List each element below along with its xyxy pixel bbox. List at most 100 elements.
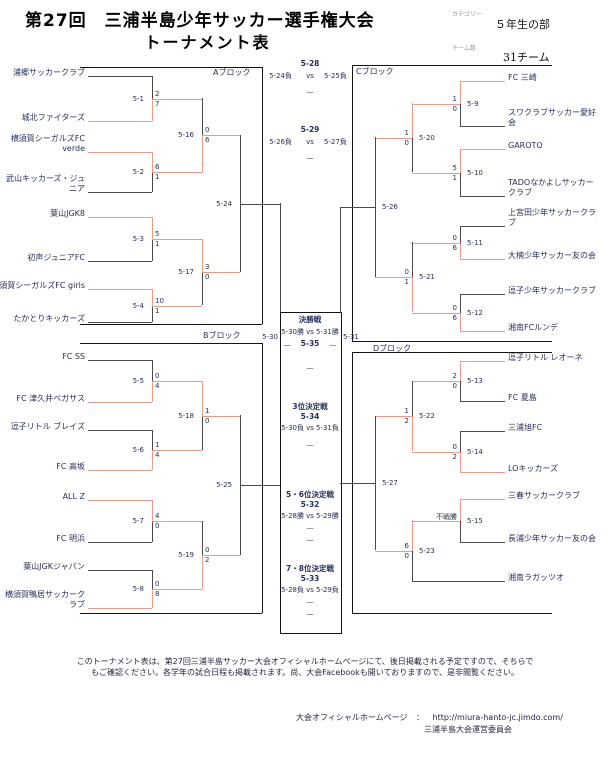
match-score-top: 1 bbox=[155, 441, 160, 449]
bracket-line bbox=[460, 81, 461, 104]
bracket-line bbox=[88, 430, 152, 431]
block-label: Dブロック bbox=[373, 344, 412, 353]
bracket-line bbox=[460, 259, 505, 260]
third-place-id: 5-34 bbox=[300, 412, 320, 421]
bracket-line bbox=[460, 196, 505, 197]
match-score-top: 2 bbox=[155, 90, 160, 98]
bracket-line bbox=[460, 294, 461, 313]
bracket-line bbox=[88, 500, 152, 501]
committee-line: 三浦半島大会運営委員会 bbox=[424, 725, 512, 734]
fifth-place-score2: — bbox=[306, 536, 314, 544]
team-name: ALL Z bbox=[62, 492, 85, 501]
bracket-line bbox=[202, 239, 203, 272]
bracket-line bbox=[152, 360, 153, 381]
bracket-line bbox=[340, 483, 375, 484]
losers-semi2-right: 5-27負 bbox=[324, 138, 347, 146]
bracket-line bbox=[412, 173, 460, 174]
match-score-top: 3 bbox=[205, 263, 210, 271]
final-right: 5-31勝 bbox=[316, 328, 339, 336]
bracket-line bbox=[280, 203, 281, 312]
team-name: 湘南FCルンデ bbox=[508, 323, 559, 332]
bracket-line bbox=[240, 485, 241, 555]
team-name: 湘南ラガッツオ bbox=[508, 573, 564, 582]
block-label: Aブロック bbox=[213, 68, 251, 77]
bracket-line bbox=[152, 172, 153, 192]
match-score-bottom: 8 bbox=[155, 590, 160, 598]
match-label: 5-9 bbox=[467, 100, 479, 108]
bracket-line bbox=[412, 520, 413, 551]
bracket-line bbox=[412, 381, 460, 382]
bracket-line bbox=[88, 322, 152, 323]
final-title: 決勝戦 bbox=[298, 315, 322, 324]
bracket-line bbox=[240, 415, 241, 485]
team-name: 上宮田少年サッカークラブ bbox=[508, 208, 596, 227]
losers-semi1-right: 5-25負 bbox=[324, 72, 347, 80]
bracket-line bbox=[460, 173, 461, 196]
bracket-line bbox=[152, 99, 153, 121]
team-name: FC 三崎 bbox=[508, 73, 537, 82]
bracket-line bbox=[152, 450, 202, 451]
match-score-top: 0 bbox=[205, 546, 210, 554]
bracket-line bbox=[412, 138, 413, 172]
bracket-line bbox=[460, 361, 505, 362]
finals-box bbox=[280, 312, 342, 634]
bracket-line bbox=[240, 204, 241, 272]
losers-semi1-left: 5-24負 bbox=[269, 72, 292, 80]
seventh-place-left: 5-28負 bbox=[281, 586, 304, 594]
team-name: LOキッカーズ bbox=[508, 464, 559, 473]
bracket-line bbox=[152, 570, 153, 589]
bracket-line bbox=[202, 381, 203, 416]
team-name: 横須賀シーガルズFC girls bbox=[0, 281, 85, 290]
match-label: 5-26 bbox=[382, 203, 398, 211]
block-label: Cブロック bbox=[356, 67, 394, 76]
bracket-line bbox=[375, 416, 412, 417]
team-name: 葉山JGKジャパン bbox=[23, 562, 85, 571]
bracket-line bbox=[460, 331, 505, 332]
bracket-line bbox=[412, 521, 460, 522]
team-name: FC 夏島 bbox=[508, 393, 537, 402]
final-left-blank: — bbox=[283, 341, 291, 349]
match-score-top: 0 bbox=[452, 234, 457, 242]
bracket-line bbox=[460, 401, 505, 402]
block-frame-line bbox=[352, 65, 353, 341]
third-place-left: 5-30負 bbox=[281, 424, 304, 432]
bracket-line bbox=[240, 204, 280, 205]
bracket-line bbox=[460, 313, 461, 331]
bracket-line bbox=[152, 381, 153, 402]
bracket-line bbox=[412, 103, 413, 138]
match-label: 5-6 bbox=[132, 446, 144, 454]
homepage-separator: ： bbox=[416, 713, 424, 722]
bracket-line bbox=[240, 485, 280, 486]
losers-semi2-id: 5-29 bbox=[300, 125, 320, 134]
match-label: 5-23 bbox=[419, 547, 435, 555]
final-left: 5-30勝 bbox=[281, 328, 304, 336]
bracket-line bbox=[88, 217, 152, 218]
match-label: 5-7 bbox=[132, 517, 144, 525]
bracket-line bbox=[202, 135, 240, 136]
bracket-line bbox=[340, 207, 341, 312]
bracket-line bbox=[88, 360, 152, 361]
team-name: 三浦旭FC bbox=[508, 423, 543, 432]
match-score-bottom: 0 bbox=[155, 522, 160, 530]
bracket-line bbox=[460, 226, 505, 227]
bracket-line bbox=[460, 499, 461, 521]
bracket-line bbox=[152, 500, 153, 521]
match-score-bottom: 0 bbox=[205, 417, 210, 425]
block-frame-line bbox=[80, 613, 262, 614]
match-label: 5-21 bbox=[419, 273, 435, 281]
losers-semi2-score: — bbox=[306, 154, 314, 162]
bracket-line bbox=[88, 76, 152, 77]
block-label: Bブロック bbox=[203, 331, 241, 340]
team-name: スワクラブサッカー愛好会 bbox=[508, 108, 596, 127]
seventh-place-title: 7・8位決定戦 bbox=[286, 564, 334, 573]
bracket-line bbox=[202, 272, 203, 305]
match-score-bottom: 1 bbox=[452, 174, 457, 182]
match-score-bottom: 2 bbox=[452, 453, 457, 461]
fifth-place-title: 5・6位決定戦 bbox=[286, 490, 334, 499]
match-score-bottom: 0 bbox=[205, 273, 210, 281]
bracket-line bbox=[152, 152, 153, 172]
homepage-url[interactable]: http://miura-hanto-jc.jimdo.com/ bbox=[432, 713, 563, 722]
match-score-top: 0 bbox=[452, 443, 457, 451]
bracket-line bbox=[460, 104, 461, 126]
bracket-line bbox=[152, 76, 153, 99]
